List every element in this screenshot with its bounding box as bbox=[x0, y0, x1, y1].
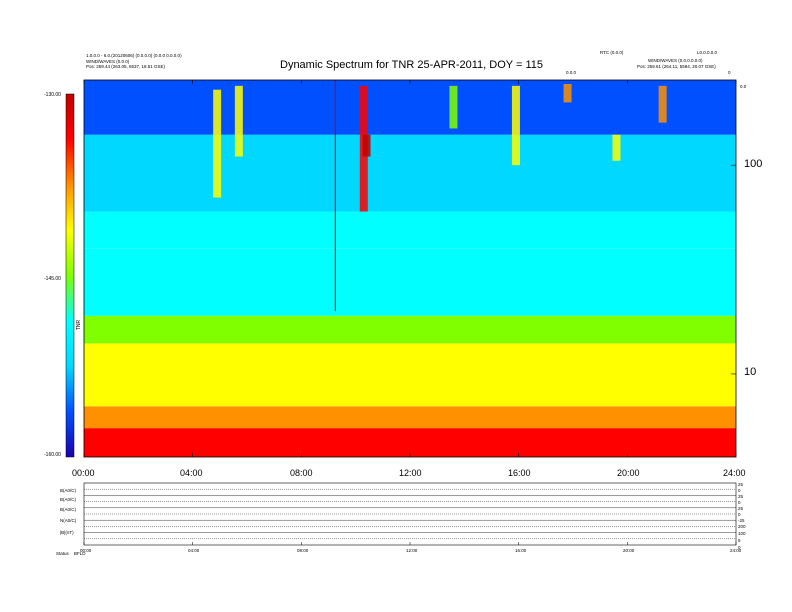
spectrum-band bbox=[84, 428, 736, 457]
panel-right-tick: 25 bbox=[738, 506, 744, 511]
corner-label: 0.0 bbox=[740, 84, 747, 89]
x-tick-label: 20:00 bbox=[617, 468, 640, 478]
header-info-left-2: WIND/WAVES (0.0.0) bbox=[86, 59, 130, 64]
radio-burst bbox=[449, 85, 458, 129]
panel-label: B(A0/C) bbox=[60, 507, 77, 512]
panel-x-tick-label: 04:00 bbox=[188, 548, 200, 553]
panel-right-tick: 0 bbox=[738, 545, 741, 550]
x-tick-label: 08:00 bbox=[290, 468, 313, 478]
panel-right-tick: 0 bbox=[738, 488, 741, 493]
bfld-label: BFLD bbox=[74, 551, 86, 556]
panel-right-tick: 25 bbox=[738, 482, 744, 487]
colorbar-tick-label-bottom: -160.00 bbox=[44, 452, 61, 458]
panel-right-tick: -25 bbox=[738, 518, 745, 523]
x-tick-label: 04:00 bbox=[180, 468, 203, 478]
marker-right-label: 0 bbox=[728, 70, 731, 75]
panel-x-tick-label: 24:00 bbox=[730, 548, 742, 553]
y-tick-label-10: 10 bbox=[744, 366, 757, 378]
panel-label: B(A0/C) bbox=[60, 488, 77, 493]
radio-burst bbox=[511, 85, 520, 166]
panel-right-tick: 200 bbox=[738, 524, 746, 529]
panel-right-tick: 0 bbox=[738, 512, 741, 517]
panel-label: B(A0/C) bbox=[60, 497, 77, 502]
colorbar-tick-label-top: -130.00 bbox=[44, 92, 61, 98]
panel-x-tick-label: 12:00 bbox=[406, 548, 418, 553]
marker-label: 0.0.0 bbox=[566, 70, 577, 75]
x-tick-label: 16:00 bbox=[508, 468, 531, 478]
header-info-left-1: 1.0.0.0 - 6.0.(20120606) (0.0.0.0) (0.0.… bbox=[86, 53, 182, 58]
colorbar bbox=[65, 93, 75, 458]
header-info-right-1b: L0.0.0.0.0 bbox=[697, 50, 718, 55]
header-info-left-3: Pos: 259.44 (263.05, 5537, 18.51 GSE) bbox=[86, 64, 166, 69]
spectrum-band bbox=[84, 248, 736, 316]
status-label: Status bbox=[56, 551, 69, 556]
colorbar-tick-label-mid: -145.00 bbox=[44, 276, 61, 282]
x-tick-label: 24:00 bbox=[723, 468, 746, 478]
panel-label: N(A0/C) bbox=[60, 518, 77, 523]
x-tick-label: 12:00 bbox=[399, 468, 422, 478]
radio-burst bbox=[362, 134, 371, 157]
y-tick-label-100: 100 bbox=[744, 158, 763, 170]
radio-burst bbox=[234, 85, 243, 157]
spectrum-band bbox=[84, 315, 736, 344]
header-info-right-3: Pos: 259.61 (264.11, 5584, 20.07 GSE) bbox=[637, 64, 716, 69]
x-tick-label: 00:00 bbox=[72, 468, 95, 478]
panel-x-tick-label: 08:00 bbox=[297, 548, 309, 553]
panel-x-tick-label: 20:00 bbox=[623, 548, 635, 553]
header-info-right-1a: RTC (0.0.0) bbox=[600, 50, 624, 55]
radio-burst bbox=[658, 85, 667, 123]
chart-title: Dynamic Spectrum for TNR 25-APR-2011, DO… bbox=[280, 59, 543, 71]
panel-x-tick-label: 00:00 bbox=[80, 548, 92, 553]
radio-burst bbox=[563, 83, 572, 103]
panel-right-tick: 0 bbox=[738, 500, 741, 505]
spectrum-band bbox=[84, 134, 736, 212]
header-info-right-2: WIND/WAVES (0.0.0.0.0.0) bbox=[648, 58, 703, 63]
panel-right-tick: 25 bbox=[738, 494, 744, 499]
panel-x-tick-label: 16:00 bbox=[515, 548, 527, 553]
radio-burst bbox=[213, 89, 222, 198]
spectrum-band bbox=[84, 80, 736, 135]
panel-label: |B|(nT) bbox=[60, 530, 74, 535]
radio-burst bbox=[612, 134, 621, 161]
spectrum-band bbox=[84, 211, 736, 249]
panel-right-tick: 5 bbox=[738, 538, 741, 543]
panel-right-tick: 100 bbox=[738, 531, 746, 536]
spectrum-band bbox=[84, 343, 736, 407]
spectrum-band bbox=[84, 406, 736, 429]
